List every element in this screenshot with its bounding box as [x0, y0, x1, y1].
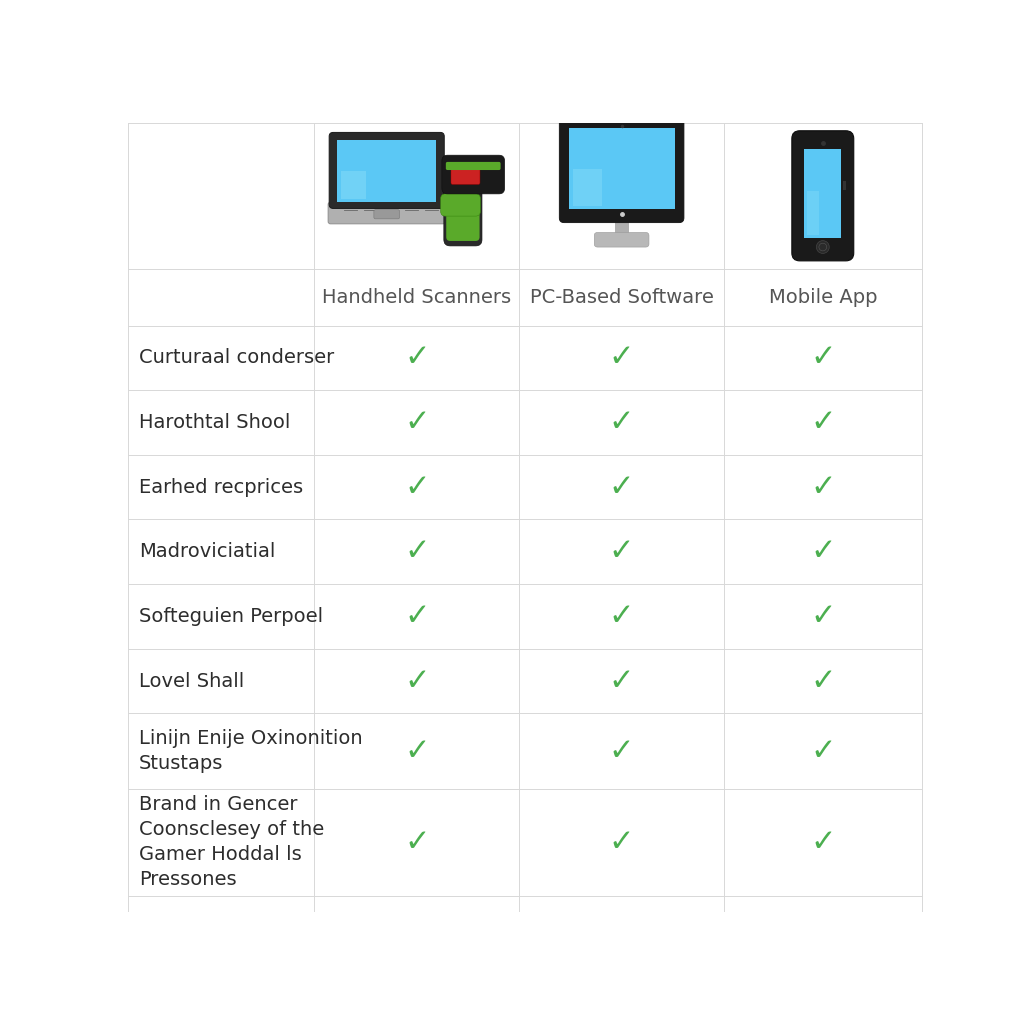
FancyBboxPatch shape: [328, 202, 445, 224]
FancyBboxPatch shape: [443, 182, 482, 246]
Text: ✓: ✓: [609, 343, 635, 373]
Text: ✓: ✓: [404, 667, 430, 695]
Text: ✓: ✓: [810, 408, 836, 437]
Text: ✓: ✓: [404, 343, 430, 373]
FancyBboxPatch shape: [341, 171, 366, 199]
Text: Lovel Shall: Lovel Shall: [139, 672, 245, 690]
FancyBboxPatch shape: [442, 156, 505, 194]
Text: ✓: ✓: [609, 827, 635, 857]
FancyBboxPatch shape: [844, 181, 846, 190]
Text: ✓: ✓: [404, 602, 430, 631]
Circle shape: [816, 241, 829, 253]
FancyBboxPatch shape: [374, 210, 399, 219]
Text: Mobile App: Mobile App: [769, 288, 877, 306]
FancyBboxPatch shape: [451, 168, 480, 184]
Text: ✓: ✓: [404, 737, 430, 766]
FancyBboxPatch shape: [805, 148, 841, 239]
FancyBboxPatch shape: [446, 208, 479, 241]
Text: ✓: ✓: [609, 667, 635, 695]
Text: ✓: ✓: [404, 473, 430, 502]
Text: ✓: ✓: [810, 602, 836, 631]
Text: ✓: ✓: [810, 827, 836, 857]
Text: ✓: ✓: [609, 473, 635, 502]
FancyBboxPatch shape: [807, 190, 818, 236]
Text: Madroviciatial: Madroviciatial: [139, 543, 275, 561]
Text: ✓: ✓: [404, 538, 430, 566]
FancyBboxPatch shape: [338, 139, 436, 202]
Text: Handheld Scanners: Handheld Scanners: [323, 288, 511, 306]
Text: Earhed recprices: Earhed recprices: [139, 477, 303, 497]
Text: PC-Based Software: PC-Based Software: [529, 288, 714, 306]
Text: Harothtal Shool: Harothtal Shool: [139, 413, 291, 432]
Text: ✓: ✓: [609, 538, 635, 566]
Text: Curturaal conderser: Curturaal conderser: [139, 348, 335, 368]
Text: ✓: ✓: [810, 473, 836, 502]
FancyBboxPatch shape: [445, 162, 501, 170]
Text: ✓: ✓: [810, 667, 836, 695]
Text: Brand in Gencer
Coonsclesey of the
Gamer Hoddal ls
Pressones: Brand in Gencer Coonsclesey of the Gamer…: [139, 796, 325, 890]
Text: Linijn Enije Oxinonition
Stustaps: Linijn Enije Oxinonition Stustaps: [139, 729, 362, 773]
Text: ✓: ✓: [404, 408, 430, 437]
Text: ✓: ✓: [810, 737, 836, 766]
FancyBboxPatch shape: [792, 131, 854, 261]
Text: ✓: ✓: [609, 602, 635, 631]
FancyBboxPatch shape: [329, 132, 444, 209]
FancyBboxPatch shape: [440, 194, 480, 216]
Text: ✓: ✓: [609, 408, 635, 437]
FancyBboxPatch shape: [614, 218, 629, 239]
FancyBboxPatch shape: [568, 128, 675, 209]
Text: Softeguien Perpoel: Softeguien Perpoel: [139, 607, 324, 626]
FancyBboxPatch shape: [594, 232, 649, 247]
Text: ✓: ✓: [810, 343, 836, 373]
FancyBboxPatch shape: [559, 119, 684, 222]
Text: ✓: ✓: [609, 737, 635, 766]
FancyBboxPatch shape: [451, 172, 475, 193]
Text: ✓: ✓: [404, 827, 430, 857]
Text: ✓: ✓: [810, 538, 836, 566]
FancyBboxPatch shape: [572, 169, 602, 206]
